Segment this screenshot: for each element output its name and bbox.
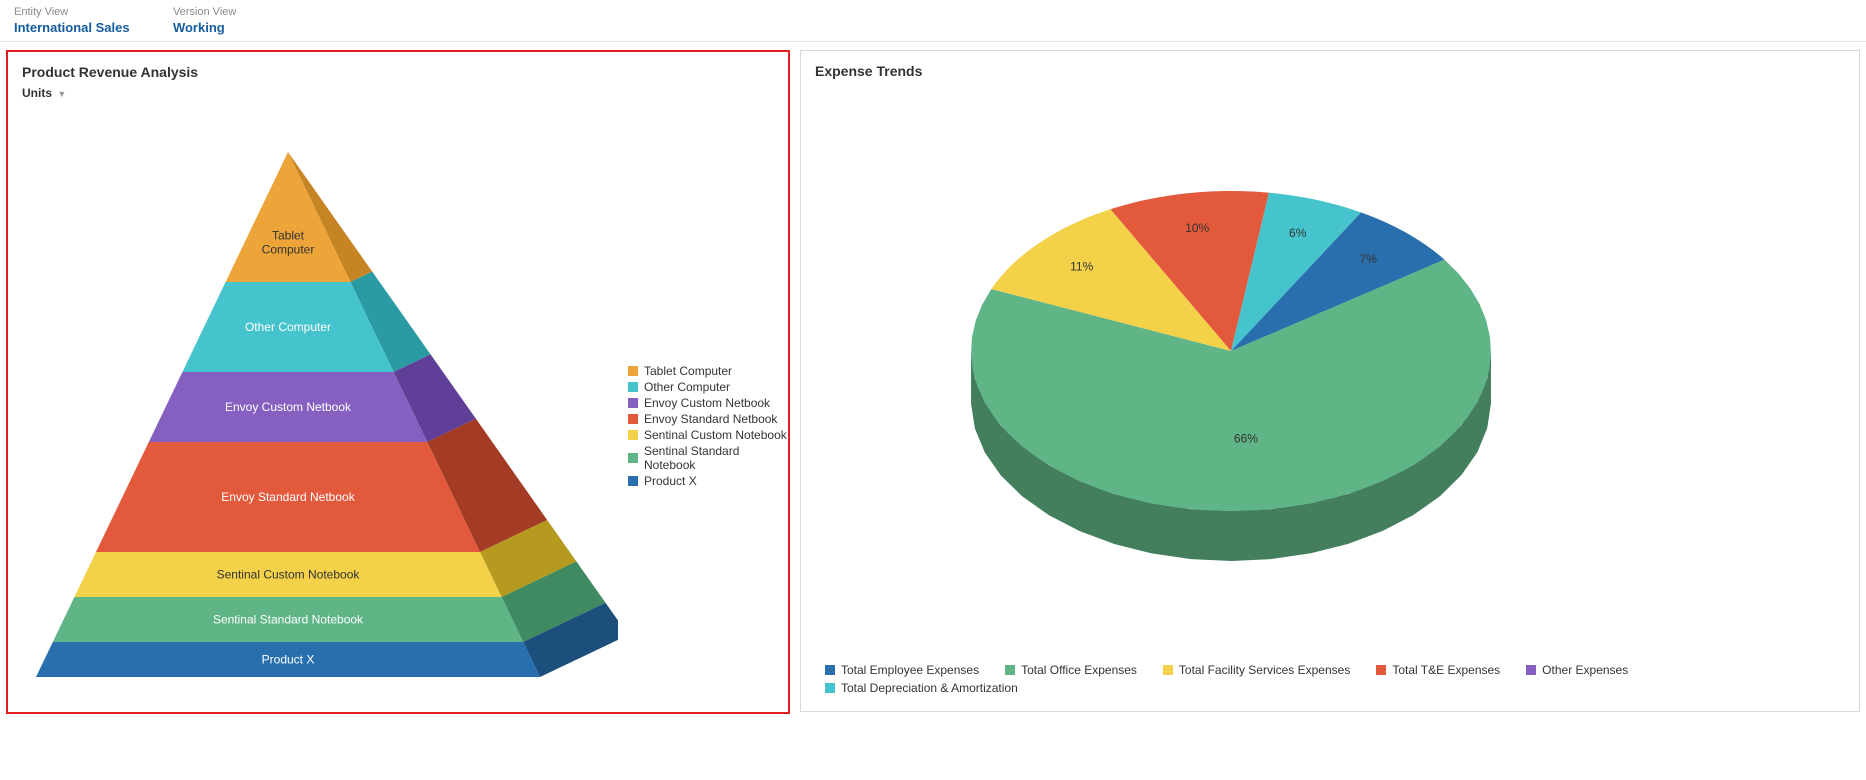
legend-label: Tablet Computer [644,364,732,378]
svg-text:Other Computer: Other Computer [245,320,331,334]
legend-label: Total Depreciation & Amortization [841,681,1018,695]
units-label: Units [22,86,52,100]
legend-item[interactable]: Other Expenses [1526,663,1628,677]
svg-text:Envoy Custom Netbook: Envoy Custom Netbook [225,400,352,414]
legend-label: Sentinal Standard Notebook [644,444,788,472]
legend-label: Total Facility Services Expenses [1179,663,1350,677]
legend-swatch [628,453,638,463]
legend-item[interactable]: Tablet Computer [628,364,788,378]
pyramid-legend: Tablet Computer Other Computer Envoy Custo… [628,362,788,490]
pov-version-value[interactable]: Working [173,20,236,41]
svg-text:7%: 7% [1360,252,1378,266]
legend-item[interactable]: Other Computer [628,380,788,394]
legend-label: Envoy Custom Netbook [644,396,770,410]
legend-item[interactable]: Total Depreciation & Amortization [825,681,1018,695]
legend-label: Envoy Standard Netbook [644,412,777,426]
legend-swatch [628,414,638,424]
legend-swatch [1005,665,1015,675]
legend-swatch [628,366,638,376]
svg-text:Tablet: Tablet [272,229,305,243]
legend-item[interactable]: Product X [628,474,788,488]
legend-item[interactable]: Sentinal Standard Notebook [628,444,788,472]
svg-text:66%: 66% [1234,432,1258,446]
legend-item[interactable]: Envoy Standard Netbook [628,412,788,426]
legend-swatch [628,398,638,408]
units-dropdown[interactable]: Units ▼ [8,86,788,100]
legend-swatch [1376,665,1386,675]
legend-swatch [628,382,638,392]
svg-text:Sentinal Custom Notebook: Sentinal Custom Notebook [217,568,361,582]
legend-label: Total Office Expenses [1021,663,1137,677]
svg-text:11%: 11% [1070,260,1093,274]
svg-text:Product X: Product X [262,653,315,667]
svg-text:Envoy Standard Netbook: Envoy Standard Netbook [221,490,355,504]
panel-title: Product Revenue Analysis [8,52,788,86]
panel-title: Expense Trends [801,51,1859,85]
legend-swatch [628,476,638,486]
pie-chart: 7% 66% 11% 10% 6% [801,101,1851,641]
legend-item[interactable]: Total T&E Expenses [1376,663,1500,677]
legend-swatch [825,683,835,693]
pov-version[interactable]: Version View Working [173,6,236,41]
chevron-down-icon: ▼ [57,89,66,99]
pie-legend: Total Employee Expenses Total Office Expe… [825,661,1835,697]
legend-swatch [1526,665,1536,675]
legend-label: Other Computer [644,380,730,394]
legend-item[interactable]: Envoy Custom Netbook [628,396,788,410]
pov-version-label: Version View [173,6,236,18]
legend-label: Product X [644,474,697,488]
svg-text:10%: 10% [1185,221,1209,235]
legend-swatch [825,665,835,675]
svg-text:Sentinal Standard Notebook: Sentinal Standard Notebook [213,613,364,627]
pyramid-chart: TabletComputer Other Computer Envoy Custom… [18,142,618,702]
legend-item[interactable]: Total Employee Expenses [825,663,979,677]
panel-product-revenue[interactable]: Product Revenue Analysis Units ▼ TabletC… [6,50,790,714]
legend-label: Total T&E Expenses [1392,663,1500,677]
legend-label: Other Expenses [1542,663,1628,677]
legend-swatch [1163,665,1173,675]
pov-bar: Entity View International Sales Version … [0,0,1866,42]
legend-item[interactable]: Sentinal Custom Notebook [628,428,788,442]
legend-item[interactable]: Total Office Expenses [1005,663,1137,677]
legend-label: Sentinal Custom Notebook [644,428,787,442]
legend-label: Total Employee Expenses [841,663,979,677]
pov-entity-label: Entity View [14,6,130,18]
dashboard: Product Revenue Analysis Units ▼ TabletC… [0,42,1866,722]
legend-item[interactable]: Total Facility Services Expenses [1163,663,1350,677]
legend-swatch [628,430,638,440]
pov-entity-value[interactable]: International Sales [14,20,130,41]
svg-text:6%: 6% [1289,226,1307,240]
svg-text:Computer: Computer [262,243,315,257]
pov-entity[interactable]: Entity View International Sales [14,6,130,41]
panel-expense-trends[interactable]: Expense Trends 7% 66% 11% 10% 6% Total Emplo… [800,50,1860,712]
